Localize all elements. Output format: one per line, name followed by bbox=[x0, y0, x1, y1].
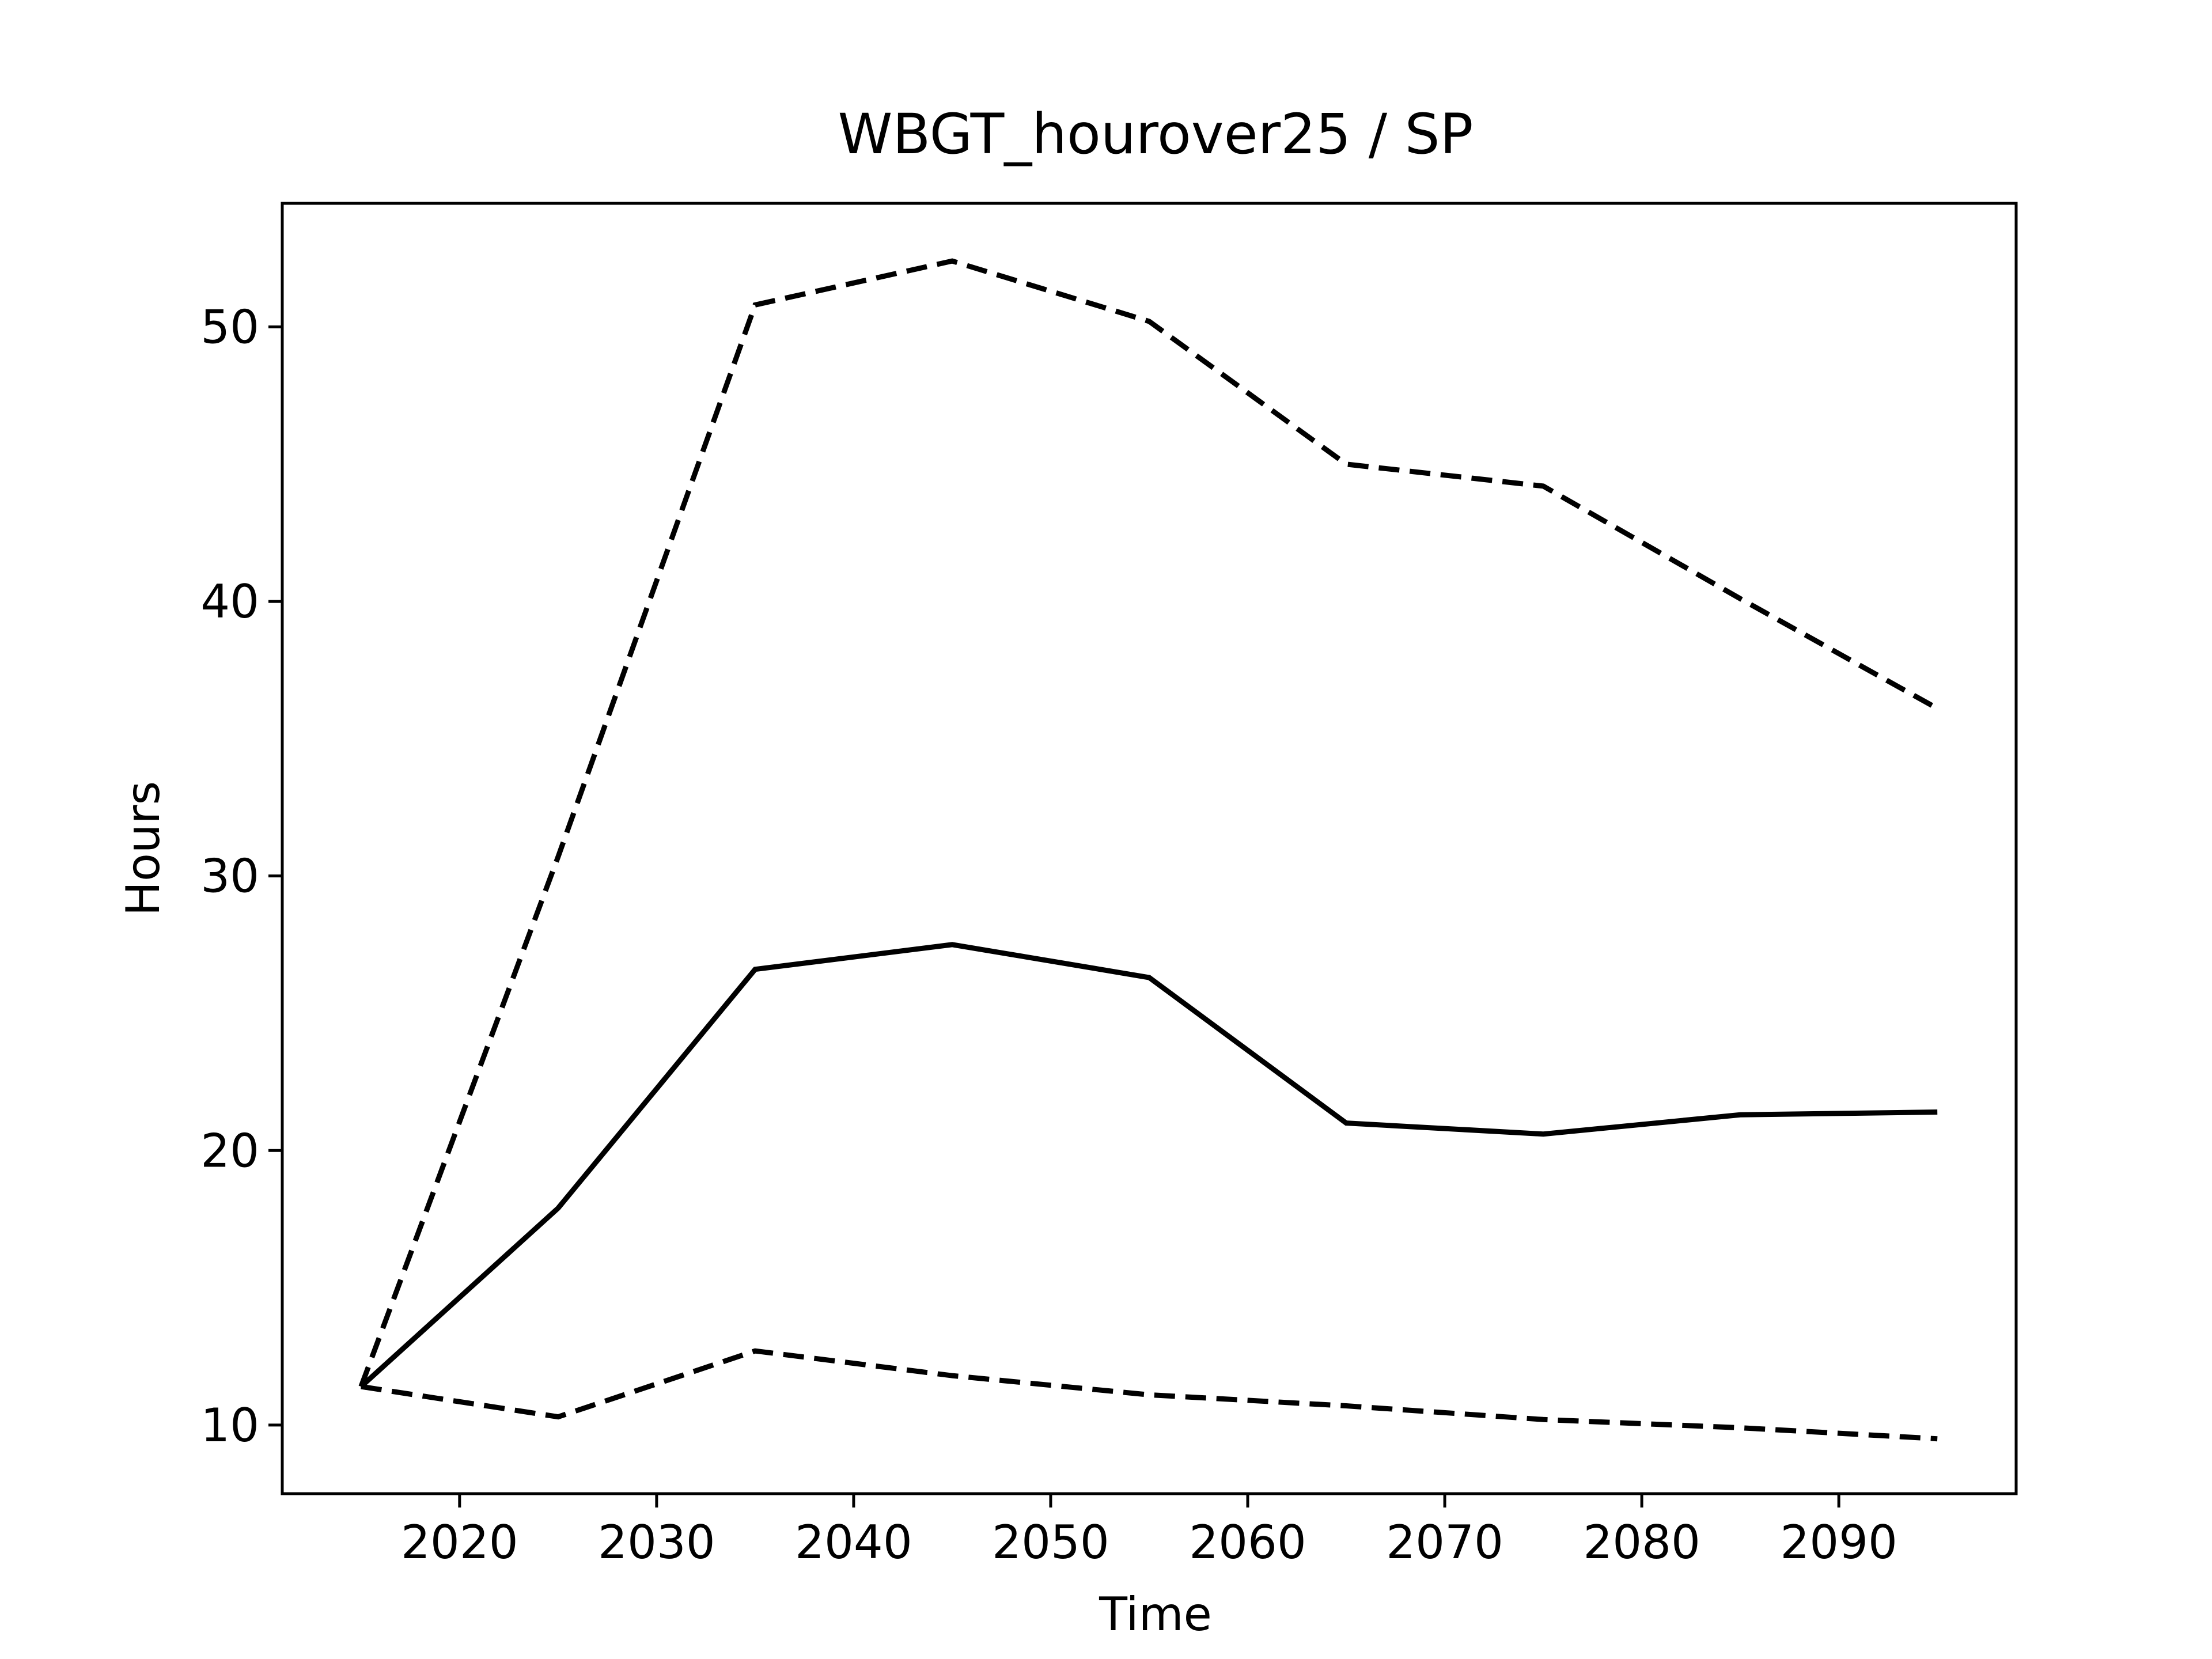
chart-title: WBGT_hourover25 / SP bbox=[838, 102, 1474, 166]
x-tick-label: 2020 bbox=[401, 1516, 518, 1569]
plot-lines bbox=[358, 258, 1939, 1442]
x-axis-label: Time bbox=[1099, 1588, 1212, 1641]
x-tick-label: 2090 bbox=[1780, 1516, 1897, 1569]
x-tick-label: 2070 bbox=[1386, 1516, 1503, 1569]
y-axis-ticks: 10 20 30 40 50 bbox=[200, 300, 282, 1452]
x-tick-label: 2030 bbox=[598, 1516, 715, 1569]
x-tick-label: 2060 bbox=[1189, 1516, 1306, 1569]
y-tick-label: 50 bbox=[200, 300, 259, 354]
series-line-1 bbox=[358, 258, 1939, 1388]
x-axis-ticks: 2020 2030 2040 2050 2060 2070 2080 2090 bbox=[401, 1494, 1897, 1569]
x-tick-label: 2040 bbox=[795, 1516, 912, 1569]
series-line-3 bbox=[361, 1348, 1938, 1442]
y-tick-label: 20 bbox=[200, 1124, 259, 1177]
series-line-2 bbox=[359, 942, 1938, 1389]
plot-area-border bbox=[281, 202, 2018, 1495]
x-tick-label: 2050 bbox=[992, 1516, 1109, 1569]
x-tick-label: 2080 bbox=[1583, 1516, 1700, 1569]
y-axis-label: Hours bbox=[116, 781, 170, 916]
y-tick-label: 10 bbox=[200, 1399, 259, 1452]
y-tick-label: 40 bbox=[200, 575, 259, 628]
y-tick-label: 30 bbox=[200, 850, 259, 903]
